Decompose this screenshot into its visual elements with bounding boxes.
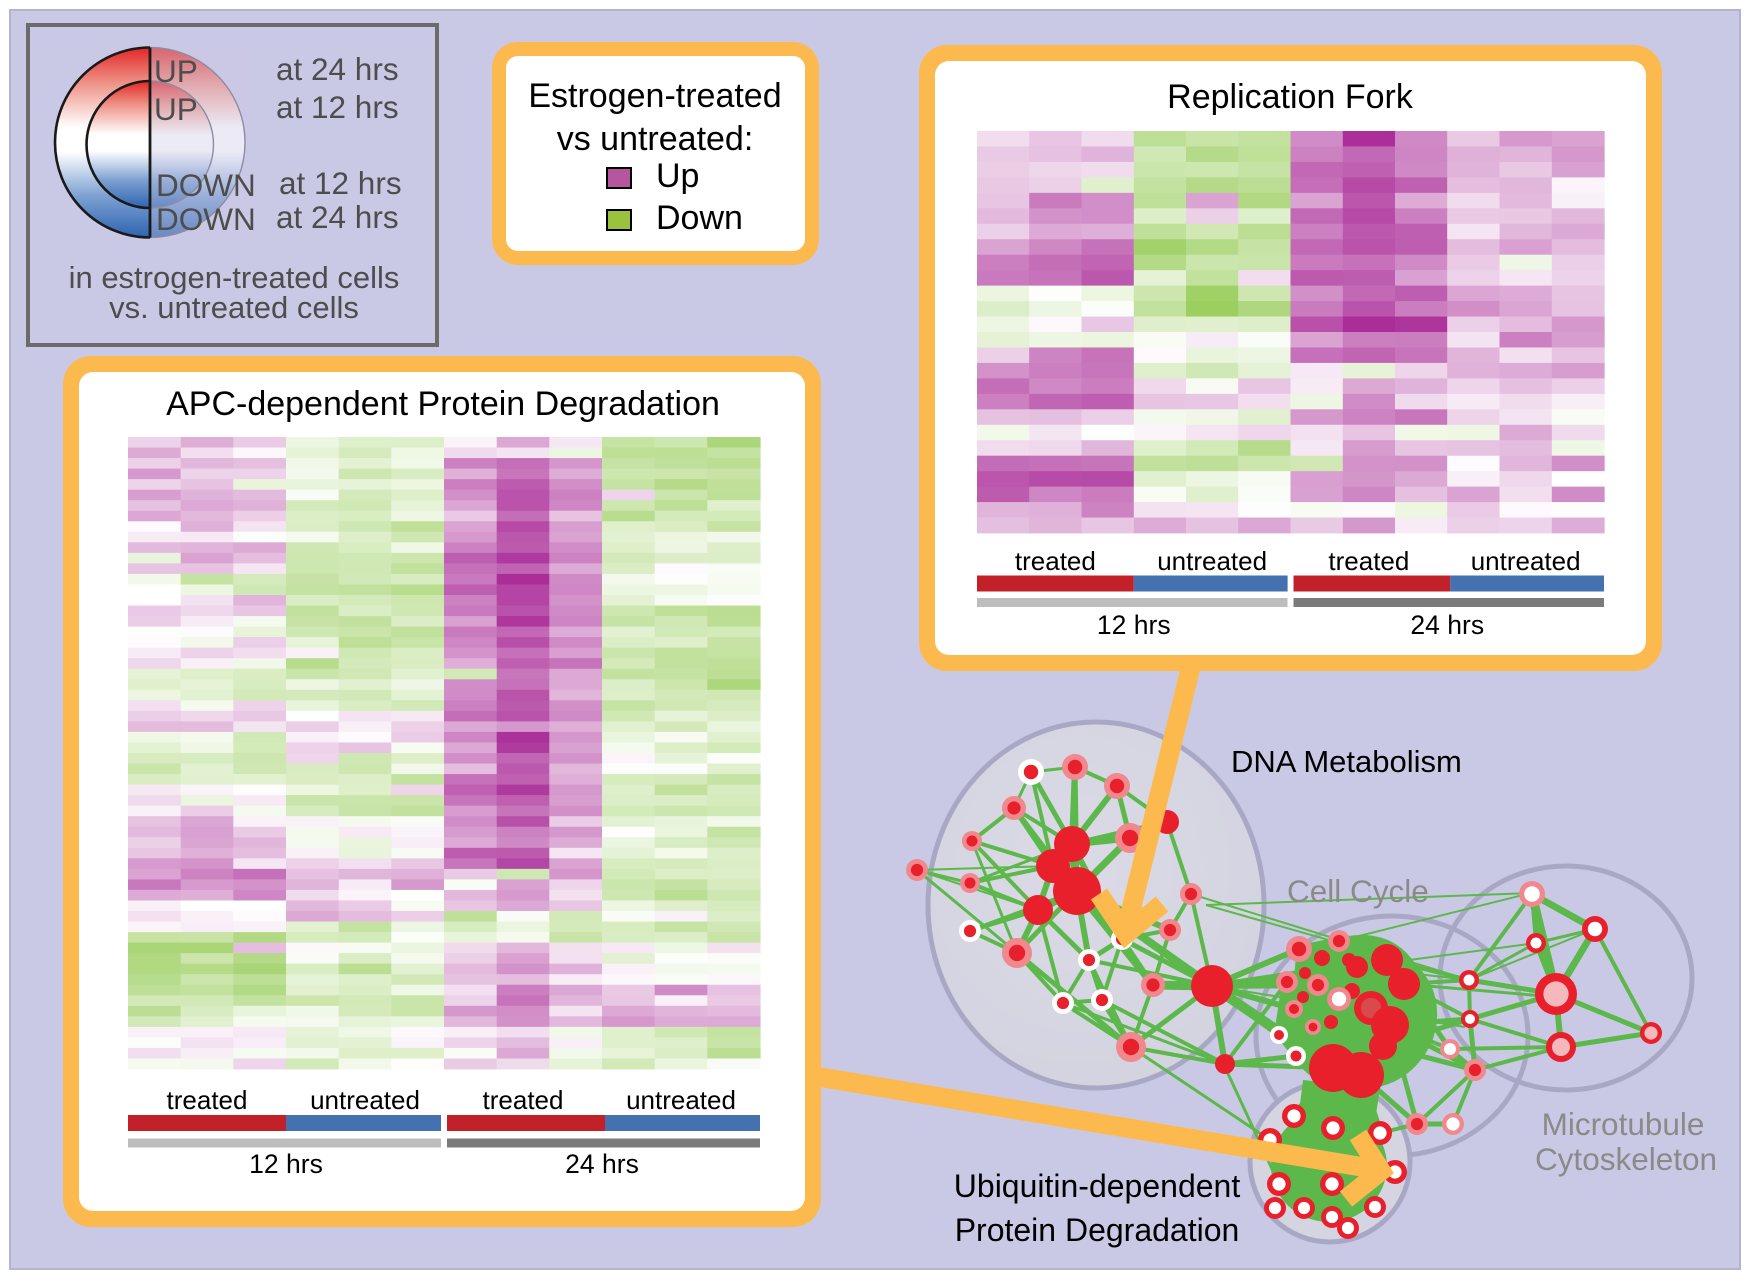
svg-text:DOWN: DOWN — [156, 201, 256, 237]
svg-text:12 hrs: 12 hrs — [249, 1149, 323, 1179]
svg-text:12 hrs: 12 hrs — [1097, 610, 1171, 640]
svg-text:Cytoskeleton: Cytoskeleton — [1535, 1141, 1717, 1177]
svg-text:APC-dependent Protein Degradat: APC-dependent Protein Degradation — [166, 385, 720, 423]
svg-text:untreated: untreated — [626, 1085, 736, 1115]
svg-text:treated: treated — [1328, 546, 1409, 576]
svg-text:Up: Up — [656, 157, 699, 195]
svg-text:UP: UP — [154, 91, 198, 127]
svg-text:treated: treated — [1015, 546, 1096, 576]
svg-text:DNA Metabolism: DNA Metabolism — [1231, 744, 1462, 779]
svg-text:vs untreated:: vs untreated: — [557, 120, 754, 158]
svg-text:untreated: untreated — [310, 1085, 420, 1115]
svg-text:Ubiquitin-dependent: Ubiquitin-dependent — [954, 1168, 1241, 1204]
svg-text:Estrogen-treated: Estrogen-treated — [528, 77, 781, 115]
svg-text:untreated: untreated — [1471, 546, 1581, 576]
svg-text:Protein Degradation: Protein Degradation — [955, 1212, 1240, 1248]
svg-text:24 hrs: 24 hrs — [565, 1149, 639, 1179]
svg-text:at 12 hrs: at 12 hrs — [279, 165, 402, 201]
svg-text:untreated: untreated — [1157, 546, 1267, 576]
svg-text:at 12 hrs: at 12 hrs — [276, 89, 399, 125]
svg-text:24 hrs: 24 hrs — [1410, 610, 1484, 640]
svg-text:Cell Cycle: Cell Cycle — [1287, 873, 1429, 909]
svg-text:UP: UP — [154, 53, 198, 89]
svg-text:treated: treated — [167, 1085, 248, 1115]
svg-text:at 24 hrs: at 24 hrs — [276, 199, 399, 235]
svg-text:at 24 hrs: at 24 hrs — [276, 51, 399, 87]
svg-text:DOWN: DOWN — [156, 167, 256, 203]
svg-text:Down: Down — [656, 199, 743, 237]
svg-text:treated: treated — [483, 1085, 564, 1115]
svg-text:in estrogen-treated cells: in estrogen-treated cells — [69, 260, 400, 295]
svg-text:Replication Fork: Replication Fork — [1167, 78, 1414, 116]
svg-text:vs. untreated cells: vs. untreated cells — [109, 290, 359, 325]
svg-text:Microtubule: Microtubule — [1542, 1106, 1705, 1142]
